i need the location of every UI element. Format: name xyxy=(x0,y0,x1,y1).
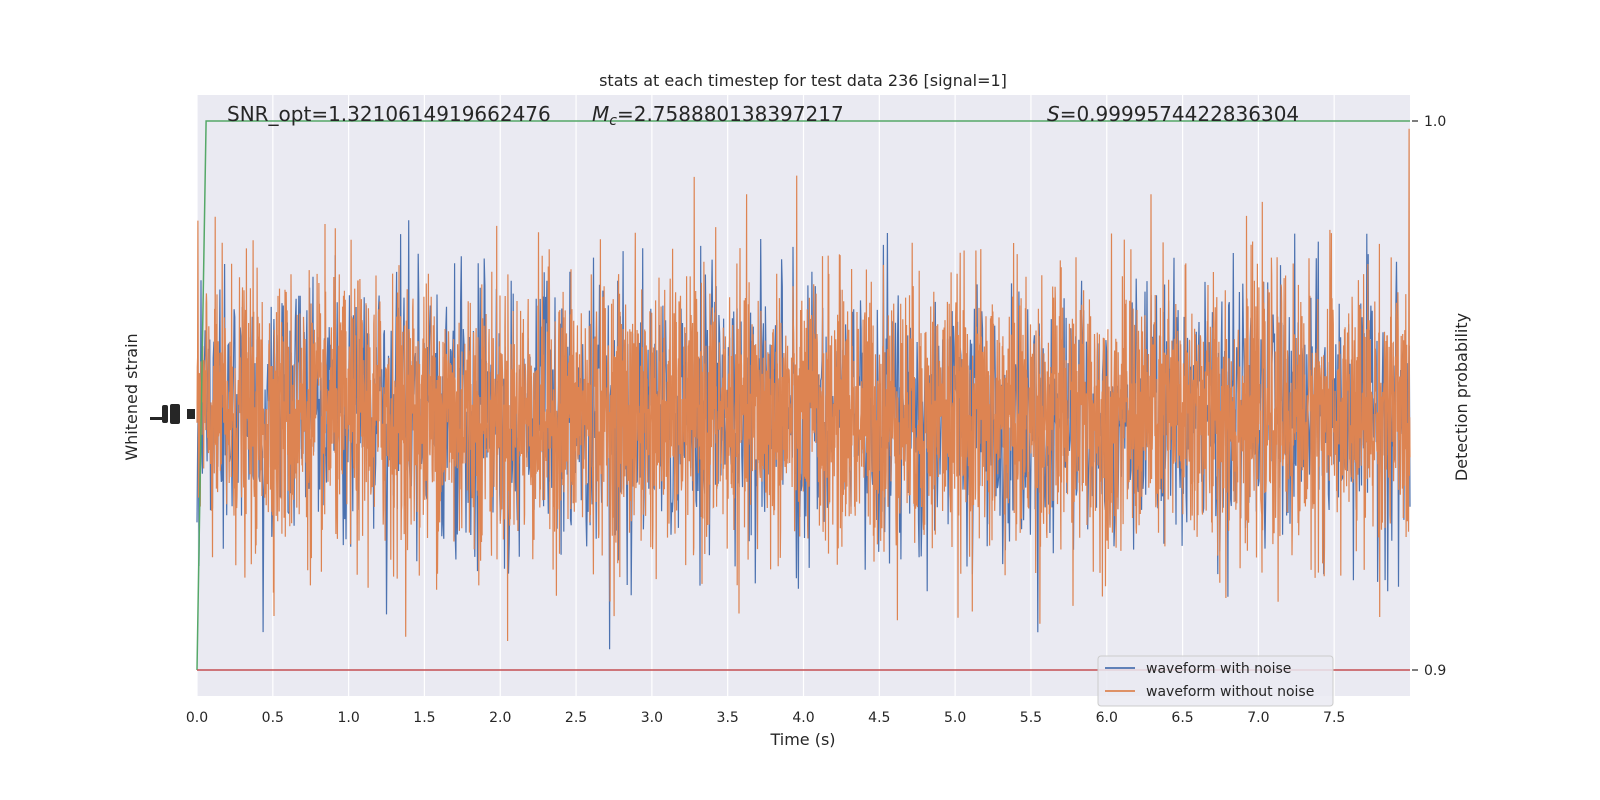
right-axis-label: Detection probability xyxy=(1452,313,1471,481)
left-axis-label: Whitened strain xyxy=(122,333,141,460)
mc-subscript: c xyxy=(609,113,617,129)
right-tick-label: 1.0 xyxy=(1424,114,1446,130)
right-tick-label: 0.9 xyxy=(1424,663,1446,679)
x-tick-label: 1.0 xyxy=(337,710,359,726)
x-tick-label: 1.5 xyxy=(413,710,435,726)
s-symbol: S xyxy=(1047,102,1060,126)
x-tick-label: 5.5 xyxy=(1020,710,1042,726)
legend-label-without-noise: waveform without noise xyxy=(1146,684,1314,700)
x-tick-label: 0.5 xyxy=(262,710,284,726)
x-axis-ticks: 0.0 0.5 1.0 1.5 2.0 2.5 3.0 3.5 4.0 4.5 5.0 5.5 6.0 6… xyxy=(186,710,1345,726)
right-axis-ticks: 1.0 0.9 xyxy=(1412,114,1446,679)
x-tick-label: 4.5 xyxy=(868,710,890,726)
mc-symbol: M xyxy=(592,102,609,126)
x-tick-label: 3.0 xyxy=(641,710,663,726)
legend-label-with-noise: waveform with noise xyxy=(1146,661,1291,677)
x-tick-label: 0.0 xyxy=(186,710,208,726)
x-tick-label: 6.5 xyxy=(1171,710,1193,726)
series-detection-probability xyxy=(196,120,1410,671)
x-tick-label: 3.5 xyxy=(717,710,739,726)
series-waveform-without-noise xyxy=(196,128,1411,642)
x-tick-label: 6.0 xyxy=(1096,710,1118,726)
legend: waveform with noise waveform without noi… xyxy=(1097,655,1334,707)
x-axis-label: Time (s) xyxy=(769,730,835,749)
s-value: =0.9999574422836304 xyxy=(1060,102,1299,126)
x-tick-label: 7.0 xyxy=(1247,710,1269,726)
snr-annotation: SNR_opt=1.3210614919662476 xyxy=(227,102,551,126)
chart-title: stats at each timestep for test data 236… xyxy=(599,71,1007,90)
x-tick-label: 4.0 xyxy=(792,710,814,726)
left-axis-marks xyxy=(150,404,195,424)
x-tick-label: 2.0 xyxy=(489,710,511,726)
x-tick-label: 2.5 xyxy=(565,710,587,726)
x-tick-label: 7.5 xyxy=(1323,710,1345,726)
x-tick-label: 5.0 xyxy=(944,710,966,726)
legend-box xyxy=(1097,655,1334,707)
mc-value: =2.758880138397217 xyxy=(617,102,844,126)
s-annotation: S=0.9999574422836304 xyxy=(1047,102,1299,126)
mc-annotation: Mc=2.758880138397217 xyxy=(592,102,844,129)
